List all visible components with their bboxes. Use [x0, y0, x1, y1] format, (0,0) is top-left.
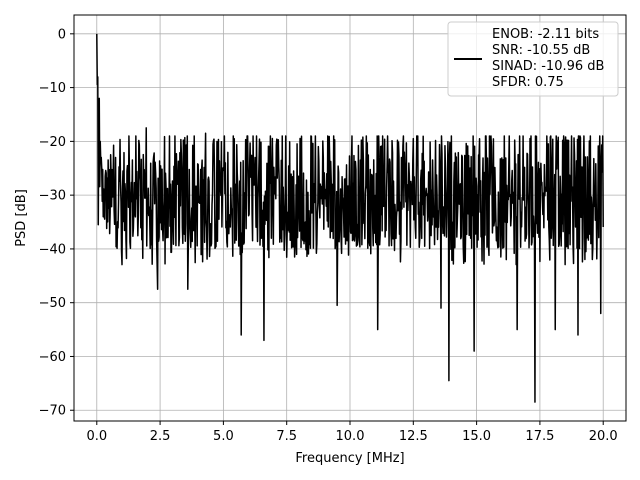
x-axis-label: Frequency [MHz] [295, 451, 404, 466]
y-tick-label: −70 [39, 404, 66, 419]
x-tick-label: 7.5 [276, 429, 297, 444]
legend-line-sinad: SINAD: -10.96 dB [492, 59, 604, 74]
y-tick-label: −10 [39, 81, 66, 96]
y-tick-label: −30 [39, 189, 66, 204]
x-tick-label: 2.5 [150, 429, 171, 444]
legend-line-sfdr: SFDR: 0.75 [492, 75, 564, 90]
y-tick-label: −60 [39, 350, 66, 365]
y-axis: 0 −10 −20 −30 −40 −50 −60 −70 [39, 27, 74, 419]
x-tick-label: 10.0 [336, 429, 365, 444]
y-axis-label: PSD [dB] [14, 189, 29, 247]
legend-line-enob: ENOB: -2.11 bits [492, 27, 599, 42]
series-layer [96, 33, 604, 403]
legend-line-snr: SNR: -10.55 dB [492, 43, 590, 58]
y-tick-label: 0 [58, 27, 66, 42]
legend: ENOB: -2.11 bits SNR: -10.55 dB SINAD: -… [447, 21, 619, 97]
x-tick-label: 12.5 [399, 429, 428, 444]
y-tick-label: −40 [39, 242, 66, 257]
x-axis: 0.0 2.5 5.0 7.5 10.0 12.5 15.0 17.5 20.0 [86, 421, 618, 444]
psd-series-line [96, 33, 604, 403]
x-tick-label: 20.0 [589, 429, 618, 444]
x-tick-label: 0.0 [86, 429, 107, 444]
x-tick-label: 17.5 [525, 429, 554, 444]
y-tick-label: −20 [39, 135, 66, 150]
y-tick-label: −50 [39, 296, 66, 311]
x-tick-label: 5.0 [213, 429, 234, 444]
x-tick-label: 15.0 [462, 429, 491, 444]
legend-box [447, 21, 619, 97]
